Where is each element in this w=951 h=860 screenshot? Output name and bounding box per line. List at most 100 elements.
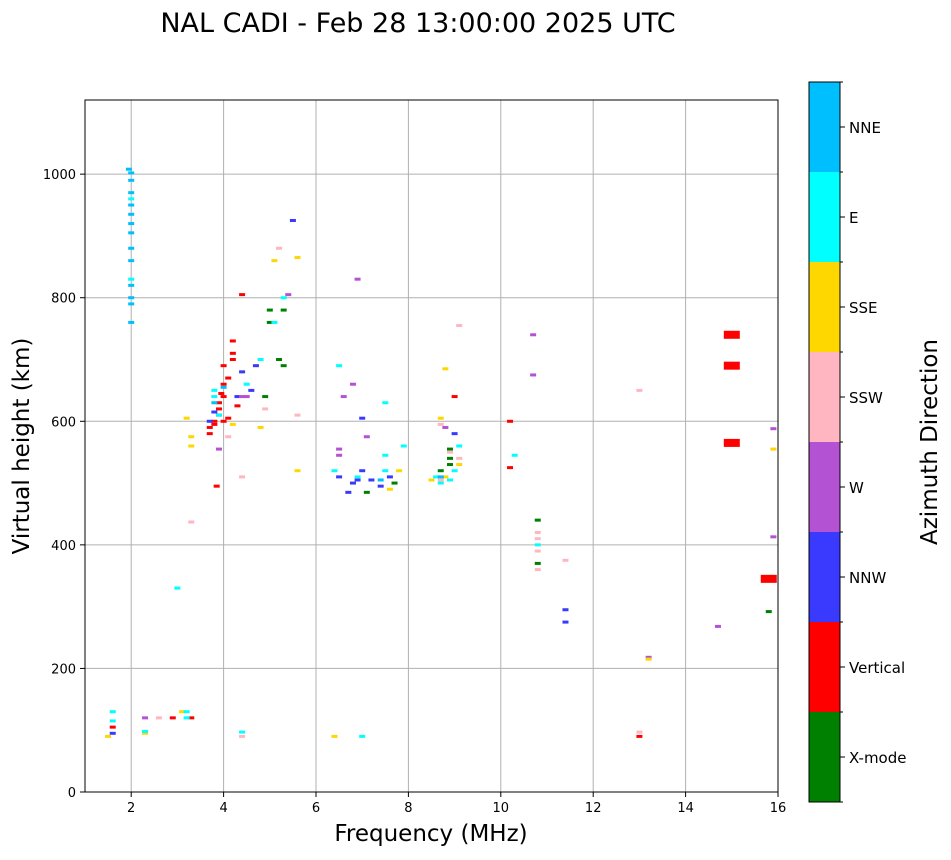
- data-point: [437, 478, 444, 482]
- data-point: [220, 385, 227, 389]
- data-point: [218, 391, 225, 395]
- data-point: [183, 416, 190, 420]
- data-point: [437, 422, 444, 426]
- data-point: [562, 620, 569, 624]
- data-point: [188, 444, 195, 448]
- data-point: [442, 475, 449, 479]
- series-nnw: [109, 218, 569, 735]
- data-point: [125, 167, 132, 171]
- data-point: [289, 218, 296, 222]
- data-point: [234, 404, 241, 408]
- data-point: [534, 561, 541, 565]
- data-point: [179, 710, 186, 714]
- data-point: [109, 731, 116, 735]
- data-point: [266, 308, 273, 312]
- data-point: [215, 401, 222, 405]
- data-point: [276, 358, 283, 361]
- data-point: [109, 710, 116, 714]
- data-point: [142, 716, 149, 720]
- data-point: [266, 320, 273, 324]
- data-point: [294, 469, 301, 473]
- data-point: [359, 734, 366, 738]
- data-point: [257, 425, 264, 429]
- x-tick-label: 4: [219, 801, 227, 816]
- series-w: [142, 277, 777, 720]
- data-point: [239, 395, 246, 399]
- y-tick-label: 600: [51, 415, 76, 430]
- data-point: [446, 450, 453, 454]
- data-point: [534, 518, 541, 522]
- data-point: [271, 320, 278, 324]
- data-point: [239, 734, 246, 738]
- data-point: [229, 422, 236, 426]
- data-point: [239, 475, 246, 479]
- data-point: [770, 427, 777, 431]
- data-point: [128, 302, 135, 306]
- data-point: [239, 730, 246, 734]
- data-point: [294, 256, 301, 260]
- colorbar-segment: [809, 172, 840, 262]
- data-point: [377, 478, 384, 482]
- data-point: [363, 490, 370, 494]
- data-point: [534, 531, 541, 534]
- colorbar-tick-label: NNW: [849, 569, 886, 587]
- data-point: [155, 716, 162, 720]
- data-point: [363, 435, 370, 439]
- data-point: [280, 364, 287, 368]
- data-points: [105, 167, 777, 738]
- data-point: [128, 246, 135, 250]
- colorbar-tick-label: X-mode: [849, 749, 906, 767]
- data-point: [239, 370, 246, 374]
- data-point: [530, 373, 537, 377]
- data-point: [645, 657, 652, 661]
- colorbar-tick-label: NNE: [849, 119, 881, 137]
- data-point: [257, 358, 264, 361]
- data-point: [285, 293, 292, 297]
- data-point: [382, 453, 389, 457]
- colorbar-tick-label: SSE: [849, 299, 878, 317]
- data-point: [368, 478, 375, 482]
- data-point: [349, 382, 356, 386]
- data-point: [174, 586, 181, 590]
- data-point: [105, 734, 112, 738]
- data-point: [215, 413, 222, 417]
- data-point: [142, 729, 149, 733]
- y-tick-label: 400: [51, 539, 76, 554]
- data-point: [280, 308, 287, 312]
- data-point: [248, 388, 255, 392]
- data-point: [262, 407, 269, 411]
- data-point: [636, 734, 643, 738]
- data-point: [359, 469, 366, 473]
- data-point: [451, 432, 458, 436]
- data-point: [211, 422, 218, 426]
- data-point: [128, 231, 135, 235]
- data-point: [437, 475, 444, 479]
- data-point: [723, 361, 740, 370]
- grid-lines: [85, 100, 779, 793]
- colorbar-segment: [809, 622, 840, 712]
- data-point: [128, 212, 135, 216]
- series-sse: [105, 256, 777, 738]
- colorbar-tick-label: Vertical: [849, 659, 905, 677]
- data-point: [428, 478, 435, 482]
- data-point: [271, 259, 278, 263]
- data-point: [437, 416, 444, 420]
- data-point: [280, 296, 287, 300]
- data-point: [211, 395, 218, 399]
- data-point: [128, 203, 135, 207]
- data-point: [188, 520, 195, 524]
- x-tick-label: 10: [493, 801, 510, 816]
- series-x-mode: [262, 308, 772, 614]
- data-point: [128, 277, 135, 281]
- data-point: [760, 574, 777, 583]
- data-point: [456, 324, 463, 328]
- colorbar-tick-label: W: [849, 479, 864, 497]
- data-point: [206, 419, 213, 423]
- x-tick-label: 16: [770, 801, 787, 816]
- data-point: [714, 624, 721, 628]
- data-point: [636, 730, 643, 734]
- data-point: [386, 487, 393, 491]
- data-point: [262, 395, 269, 399]
